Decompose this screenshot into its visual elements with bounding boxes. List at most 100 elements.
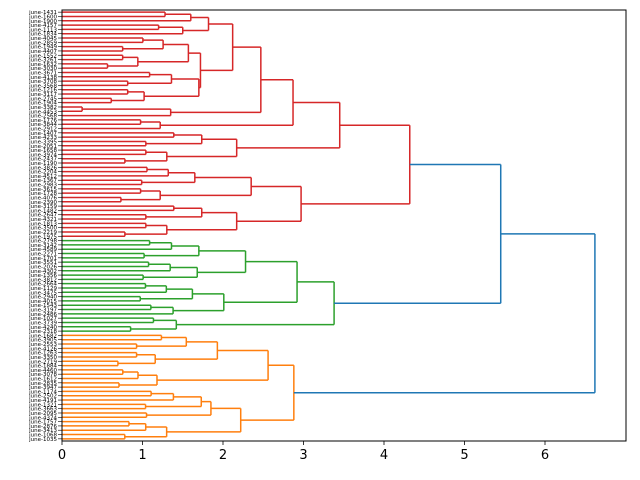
leaf-label: june-1321 [28, 402, 57, 408]
dendrogram-link [62, 317, 155, 324]
dendrogram-link [62, 54, 124, 61]
leaf-label: june-3663 [28, 407, 57, 413]
dendrogram-link [62, 231, 126, 238]
leaf-label: june-3142 [28, 243, 57, 249]
leaf-label: june-1776 [28, 118, 57, 124]
leaf-label: june-4374 [28, 415, 57, 421]
dendrogram-link [334, 163, 502, 305]
leaf-labels: june-1431june-1600june-1900june-4157june… [28, 10, 62, 443]
leaf-label: june-3117 [28, 92, 57, 98]
leaf-label: june-4015 [28, 299, 57, 305]
dendrogram-link [62, 306, 174, 315]
dendrogram-link [62, 179, 143, 186]
leaf-label: june-3030 [28, 66, 57, 72]
leaf-label: june-1367 [28, 178, 57, 184]
leaf-label: june-4045 [28, 36, 57, 42]
leaf-label: june-1658 [28, 148, 57, 154]
leaf-label: june-4460 [28, 368, 57, 374]
dendrogram-link [62, 285, 168, 294]
dendrogram-link [62, 351, 138, 358]
leaf-label: june-1407 [28, 131, 57, 137]
leaf-label: june-3500 [28, 226, 57, 232]
dendrogram-link [173, 293, 225, 312]
leaf-label: june-4076 [28, 195, 57, 201]
leaf-label: june-2835 [28, 381, 57, 387]
dendrogram-link [62, 369, 124, 375]
leaf-label: june-1263 [28, 351, 57, 357]
leaf-label: june-3708 [28, 79, 57, 85]
dendrogram-link [62, 13, 192, 22]
leaf-label: june-3905 [28, 338, 57, 344]
dendrogram-link [62, 24, 160, 31]
dendrogram-link [62, 37, 144, 44]
leaf-label: june-1129 [28, 286, 57, 292]
dendrogram-link [62, 343, 138, 350]
leaf-label: june-3974 [28, 152, 57, 158]
leaf-label: june-2940 [28, 295, 57, 301]
leaf-label: june-2553 [28, 342, 57, 348]
dendrogram-link [62, 63, 109, 69]
leaf-label: june-2664 [28, 282, 57, 288]
leaf-label: june-1431 [28, 10, 57, 16]
leaf-label: june-1612 [28, 377, 57, 383]
leaf-label: june-1949 [28, 45, 57, 51]
dendrogram-link [62, 166, 148, 173]
leaf-label: june-2318 [28, 329, 57, 335]
leaf-label: june-3159 [28, 204, 57, 210]
dendrogram-link [62, 11, 166, 18]
dendrogram-link [301, 124, 411, 205]
x-tick-label: 6 [541, 448, 549, 463]
dendrogram-link [176, 281, 335, 326]
dendrogram-link [156, 349, 269, 381]
dendrogram-link [62, 213, 147, 220]
leaf-label: june-2859 [28, 40, 57, 46]
plot-frame [61, 9, 627, 442]
leaf-label: june-1632 [28, 62, 57, 68]
leaf-label: june-3475 [28, 290, 57, 296]
leaf-label: june-2051 [28, 144, 57, 150]
dendrogram-link [62, 241, 173, 250]
x-tick-label: 3 [299, 448, 307, 463]
leaf-label: june-3739 [28, 320, 57, 326]
leaf-label: june-3350 [28, 355, 57, 361]
leaf-label: june-1356 [28, 273, 57, 279]
leaf-label: june-1701 [28, 256, 57, 262]
leaf-label: june-1975 [28, 234, 57, 240]
leaf-label: june-2983 [28, 183, 57, 189]
dendrogram-link [197, 250, 247, 274]
dendrogram-link [62, 252, 145, 259]
dendrogram-link [62, 360, 119, 367]
leaf-label: june-3844 [28, 122, 57, 128]
dendrogram-link [236, 185, 302, 222]
dendrogram-link [62, 334, 163, 341]
leaf-label: june-1216 [28, 88, 57, 94]
leaf-label: june-3078 [28, 372, 57, 378]
leaf-label: june-3671 [28, 70, 57, 76]
dendrogram-link [62, 168, 170, 177]
leaf-label: june-3826 [28, 165, 57, 171]
leaf-label: june-3197 [28, 308, 57, 314]
dendrogram-link [62, 282, 147, 289]
dendrogram-link [182, 16, 210, 32]
leaf-label: june-1035 [28, 437, 57, 443]
dendrogram-link [62, 403, 147, 410]
dendrogram-link [62, 88, 129, 95]
leaf-label: june-1884 [28, 364, 57, 370]
leaf-label: june-1904 [28, 101, 57, 107]
dendrogram-link [62, 196, 122, 203]
leaf-label: june-1813 [28, 221, 57, 227]
dendrogram-link [62, 412, 148, 419]
leaf-label: june-3615 [28, 187, 57, 193]
dendrogram-link [62, 263, 171, 272]
leaf-label: june-4233 [28, 135, 57, 141]
leaf-label: june-2271 [28, 252, 57, 258]
leaf-label: june-4321 [28, 217, 57, 223]
dendrogram-link [62, 71, 151, 78]
leaf-label: june-1482 [28, 208, 57, 214]
dendrogram-link [62, 274, 144, 281]
leaf-label: june-3812 [28, 277, 57, 283]
dendrogram-link [62, 392, 175, 401]
links-layer [62, 11, 596, 440]
leaf-label: june-4407 [28, 49, 57, 55]
